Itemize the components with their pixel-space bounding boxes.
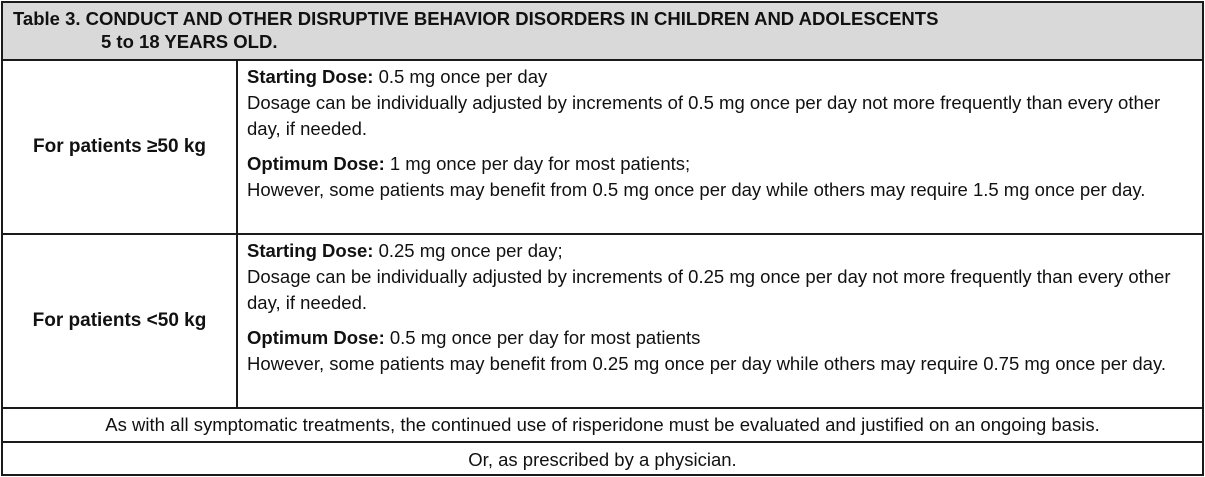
table-title-line2: 5 to 18 YEARS OLD. bbox=[101, 31, 278, 52]
starting-dose-label: Starting Dose: bbox=[247, 66, 374, 87]
dosage-cell-50kg-or-more: Starting Dose: 0.5 mg once per day Dosag… bbox=[238, 61, 1202, 235]
optimum-dose-label: Optimum Dose: bbox=[247, 327, 385, 348]
optimum-dose-block: Optimum Dose: 0.5 mg once per day for mo… bbox=[247, 325, 1194, 377]
optimum-dose-block: Optimum Dose: 1 mg once per day for most… bbox=[247, 151, 1194, 203]
row-label-50kg-or-more: For patients ≥50 kg bbox=[3, 61, 238, 235]
optimum-dose-detail: However, some patients may benefit from … bbox=[247, 353, 1166, 374]
optimum-dose-detail: However, some patients may benefit from … bbox=[247, 179, 1146, 200]
starting-dose-value: 0.25 mg once per day; bbox=[373, 240, 563, 261]
optimum-dose-value: 1 mg once per day for most patients; bbox=[384, 153, 691, 174]
row-label-under-50kg: For patients <50 kg bbox=[3, 235, 238, 409]
starting-dose-block: Starting Dose: 0.5 mg once per day Dosag… bbox=[247, 64, 1194, 142]
physician-note: Or, as prescribed by a physician. bbox=[468, 448, 737, 470]
starting-dose-value: 0.5 mg once per day bbox=[373, 66, 548, 87]
dosage-cell-under-50kg: Starting Dose: 0.25 mg once per day; Dos… bbox=[238, 235, 1202, 409]
starting-dose-detail: Dosage can be individually adjusted by i… bbox=[247, 92, 1161, 139]
starting-dose-label: Starting Dose: bbox=[247, 240, 374, 261]
starting-dose-detail: Dosage can be individually adjusted by i… bbox=[247, 266, 1171, 313]
evaluation-note: As with all symptomatic treatments, the … bbox=[3, 409, 1202, 443]
starting-dose-block: Starting Dose: 0.25 mg once per day; Dos… bbox=[247, 238, 1194, 316]
table-title-line1: Table 3. CONDUCT AND OTHER DISRUPTIVE BE… bbox=[13, 8, 939, 29]
optimum-dose-value: 0.5 mg once per day for most patients bbox=[384, 327, 701, 348]
optimum-dose-label: Optimum Dose: bbox=[247, 153, 385, 174]
table-title: Table 3. CONDUCT AND OTHER DISRUPTIVE BE… bbox=[3, 3, 1202, 61]
